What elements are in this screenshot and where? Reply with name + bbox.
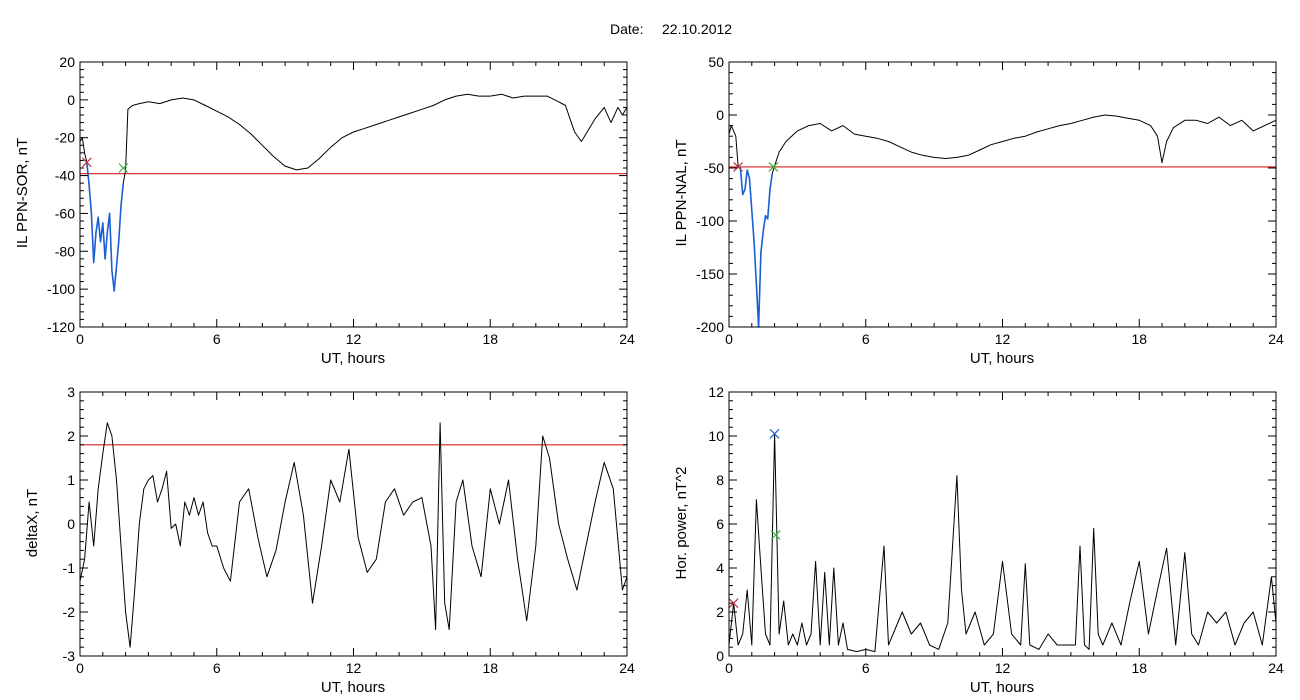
power-ytick-label: 2	[716, 604, 724, 620]
deltax-xtick-label: 24	[619, 660, 635, 676]
nal-ytick-label: -100	[696, 213, 724, 229]
power-ytick-label: 0	[716, 648, 724, 664]
deltax-xtick-label: 18	[482, 660, 498, 676]
sor-ytick-label: -120	[47, 319, 75, 335]
power-xtick-label: 0	[725, 660, 733, 676]
sor-xlabel: UT, hours	[321, 350, 385, 367]
sor-ytick-label: -20	[55, 130, 75, 146]
deltax-series-group	[79, 422, 628, 648]
power-marker-end-stroke-b	[770, 530, 781, 540]
power-marker-peak-stroke-b	[769, 428, 780, 439]
sor-axis-group: 0 6 12 18 24 -120 -100 -80 -60 -40 -20 0 20	[47, 54, 635, 347]
sor-ytick-label: 0	[67, 92, 75, 108]
deltax-ytick-label: 0	[67, 516, 75, 532]
sor-series-group	[79, 93, 628, 292]
deltax-series-0-line	[79, 422, 628, 648]
deltax-xtick-label: 6	[213, 660, 221, 676]
power-marker-end	[770, 530, 781, 540]
deltax-ytick-label: 1	[67, 472, 75, 488]
sor-ytick-label: -100	[47, 281, 75, 297]
panel-nal: 0 6 12 18 24 -200 -150 -100 -50 0 50 UT, hours IL …	[673, 54, 1284, 367]
sor-marker-start-stroke-b	[81, 157, 92, 168]
sor-ytick-label: -60	[55, 205, 75, 221]
sor-xtick-label: 24	[619, 331, 635, 347]
power-ytick-label: 6	[716, 516, 724, 532]
nal-ytick-label: 0	[716, 107, 724, 123]
nal-series-0-line	[728, 114, 1277, 328]
nal-ytick-label: -150	[696, 266, 724, 282]
nal-marker-end-stroke-b	[768, 162, 779, 172]
power-xtick-label: 18	[1131, 660, 1147, 676]
deltax-plot-frame	[79, 391, 628, 657]
power-ylabel: Hor. power, nT^2	[673, 467, 690, 580]
nal-series-group	[728, 114, 1277, 328]
power-marker-start-stroke-b	[728, 598, 739, 609]
deltax-xtick-label: 12	[346, 660, 362, 676]
nal-xtick-label: 18	[1131, 331, 1147, 347]
power-series-0-line	[728, 433, 1277, 653]
nal-marker-start-stroke-b	[733, 162, 744, 172]
deltax-ytick-label: -1	[63, 560, 76, 576]
date-label: Date:	[610, 21, 643, 37]
power-xtick-label: 6	[862, 660, 870, 676]
nal-marks-group	[733, 162, 779, 172]
deltax-ylabel: deltaX, nT	[24, 489, 41, 557]
deltax-ytick-label: 3	[67, 384, 75, 400]
power-plot-frame	[728, 391, 1277, 657]
power-marker-start	[728, 598, 739, 609]
power-marks-group	[728, 428, 781, 609]
sor-xtick-label: 6	[213, 331, 221, 347]
sor-ytick-label: -80	[55, 243, 75, 259]
nal-ytick-label: -200	[696, 319, 724, 335]
nal-xtick-label: 24	[1268, 331, 1284, 347]
power-xlabel: UT, hours	[970, 679, 1034, 696]
sor-ytick-label: -40	[55, 168, 75, 184]
nal-axis-group: 0 6 12 18 24 -200 -150 -100 -50 0 50	[696, 54, 1284, 347]
deltax-xtick-label: 0	[76, 660, 84, 676]
date-value: 22.10.2012	[662, 21, 732, 37]
nal-ytick-label: -50	[704, 160, 724, 176]
deltax-ytick-label: 2	[67, 428, 75, 444]
power-ytick-label: 12	[708, 384, 724, 400]
sor-marks-group	[81, 157, 129, 173]
nal-marker-end	[768, 162, 779, 172]
sor-xtick-label: 12	[346, 331, 362, 347]
sor-ytick-label: 20	[59, 54, 75, 70]
power-ytick-label: 10	[708, 428, 724, 444]
nal-xlabel: UT, hours	[970, 350, 1034, 367]
nal-xtick-label: 12	[995, 331, 1011, 347]
nal-ytick-label: 50	[708, 54, 724, 70]
sor-series-0-line	[79, 93, 628, 292]
deltax-xlabel: UT, hours	[321, 679, 385, 696]
sor-ylabel: IL PPN-SOR, nT	[14, 138, 31, 248]
power-ytick-label: 4	[716, 560, 724, 576]
nal-series-0-highlight	[737, 165, 774, 328]
nal-ylabel: IL PPN-NAL, nT	[673, 140, 690, 247]
deltax-ytick-label: -2	[63, 604, 76, 620]
sor-xtick-label: 18	[482, 331, 498, 347]
sor-series-0-highlight	[86, 162, 125, 292]
nal-xtick-label: 0	[725, 331, 733, 347]
power-series-group	[728, 433, 1277, 653]
sor-plot-frame	[79, 61, 628, 328]
sor-marker-start	[81, 157, 92, 168]
nal-marker-start	[733, 162, 744, 172]
sor-marker-end-stroke-b	[118, 163, 129, 173]
sor-xtick-label: 0	[76, 331, 84, 347]
power-ytick-label: 8	[716, 472, 724, 488]
nal-xtick-label: 6	[862, 331, 870, 347]
sor-marker-end	[118, 163, 129, 173]
deltax-ytick-label: -3	[63, 648, 76, 664]
power-xtick-label: 24	[1268, 660, 1284, 676]
panel-sor: 0 6 12 18 24 -120 -100 -80 -60 -40 -20 0 20 UT, hour…	[14, 54, 635, 367]
power-marker-peak	[769, 428, 780, 439]
power-xtick-label: 12	[995, 660, 1011, 676]
nal-plot-frame	[728, 61, 1277, 328]
